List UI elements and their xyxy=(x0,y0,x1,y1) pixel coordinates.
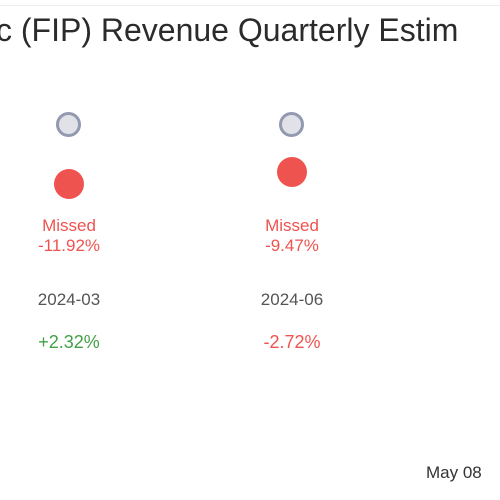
price-change: -2.72% xyxy=(263,332,321,352)
result-status: Missed xyxy=(265,216,319,235)
chart-title: c (FIP) Revenue Quarterly Estim xyxy=(0,12,459,48)
surprise-percent: -9.47% xyxy=(265,236,319,255)
price-change: +2.32% xyxy=(38,332,100,352)
estimate-marker xyxy=(279,112,304,137)
estimate-marker xyxy=(56,112,81,137)
top-divider xyxy=(0,5,500,6)
quarter-column-2024-06: Missed -9.47% 2024-06 -2.72% xyxy=(227,0,357,500)
date-footer: May 08 xyxy=(426,463,482,482)
period-label: 20 xyxy=(450,290,500,310)
quarter-column-2024-03: Missed -11.92% 2024-03 +2.32% xyxy=(4,0,134,500)
actual-marker xyxy=(277,156,307,187)
price-change: - xyxy=(450,332,500,353)
result-status: Missed xyxy=(42,216,96,235)
surprise-percent: -1 xyxy=(450,236,500,256)
period-label: 2024-06 xyxy=(260,290,324,309)
actual-marker xyxy=(54,169,84,199)
quarter-column-20: M-1 20 - xyxy=(450,0,500,500)
result-status: M xyxy=(450,216,500,236)
period-label: 2024-03 xyxy=(37,290,101,309)
surprise-percent: -11.92% xyxy=(37,236,101,255)
